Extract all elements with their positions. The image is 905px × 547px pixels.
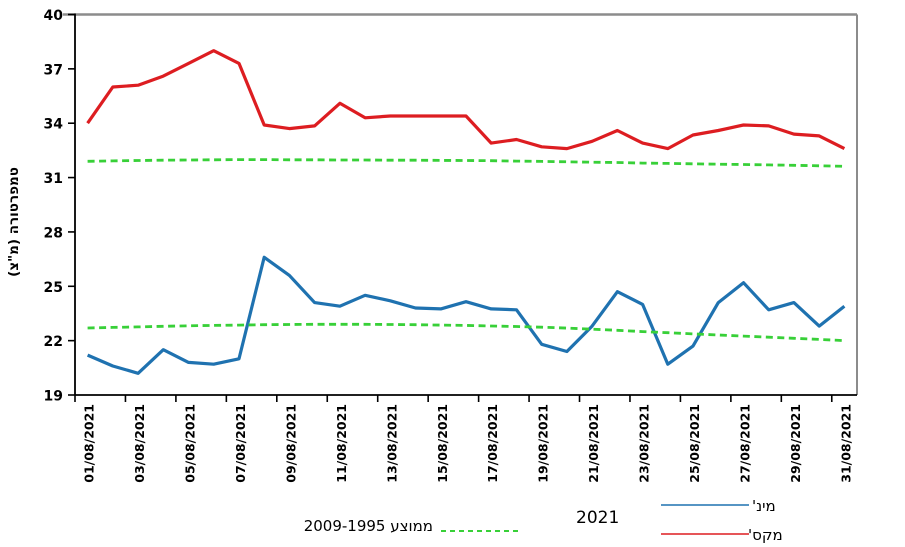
- max-2021-line: [86, 49, 846, 151]
- min-2021-line: [86, 255, 846, 375]
- y-tick-label: 28: [44, 225, 63, 241]
- y-tick-label: 31: [44, 171, 63, 187]
- x-tick-label: 11/08/2021: [334, 404, 349, 483]
- legend-max-label: מקס': [748, 526, 783, 544]
- legend-avg-line-sample: [441, 530, 519, 532]
- y-tick-label: 34: [44, 117, 64, 133]
- x-tick-label: 01/08/2021: [82, 404, 97, 483]
- x-tick-label: 19/08/2021: [536, 404, 551, 483]
- x-tick-label: 25/08/2021: [687, 404, 702, 483]
- legend-avg-label: 2009-1995 ממוצע: [303, 517, 433, 535]
- x-tick-label: 09/08/2021: [283, 404, 298, 483]
- y-tick-label: 37: [44, 62, 63, 78]
- x-tick-label: 15/08/2021: [435, 404, 450, 483]
- x-tick-label: 23/08/2021: [637, 404, 652, 483]
- x-tick-label: 03/08/2021: [132, 404, 147, 483]
- avg-min-1995-2009-line: [87, 322, 845, 342]
- legend-max-line-sample: [661, 533, 749, 535]
- y-tick-label: 22: [44, 334, 63, 350]
- legend-year-label: 2021: [576, 508, 620, 528]
- legend-min-label: מינ': [752, 497, 776, 515]
- x-tick-label: 17/08/2021: [485, 404, 500, 483]
- avg-max-1995-2009-line: [87, 158, 845, 168]
- legend-min-line-sample: [661, 504, 749, 506]
- y-tick-label: 25: [44, 280, 63, 296]
- temperature-line-chart: 19 22 25 28 31 34 37 40 01/08/2021 03/08/2021 05/0…: [44, 8, 858, 483]
- y-tick-label: 19: [44, 389, 63, 405]
- x-tick-label: 05/08/2021: [183, 404, 198, 483]
- x-tick-label: 21/08/2021: [586, 404, 601, 483]
- x-tick-label: 29/08/2021: [788, 404, 803, 483]
- y-tick-label: 40: [44, 8, 64, 24]
- y-axis-title: טמפרטורה (מ"צ): [6, 167, 22, 277]
- x-tick-label: 27/08/2021: [737, 404, 752, 483]
- x-tick-label: 13/08/2021: [384, 404, 399, 483]
- x-tick-label: 07/08/2021: [233, 404, 248, 483]
- x-tick-label: 31/08/2021: [838, 404, 853, 483]
